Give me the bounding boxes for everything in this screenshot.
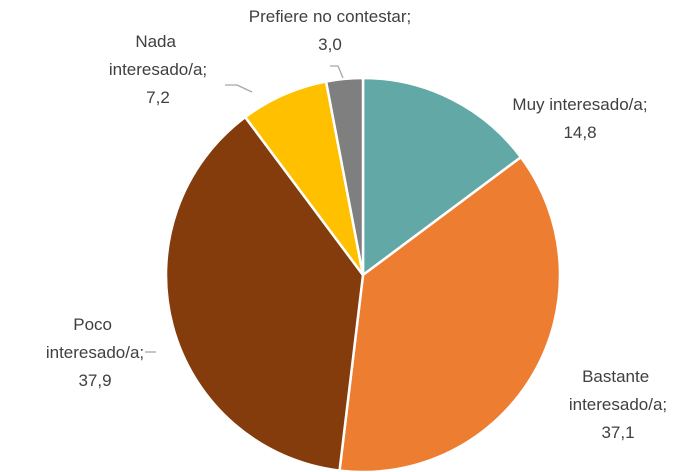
pie [164, 76, 562, 472]
data-label-value: 7,2 [146, 88, 170, 107]
slice [361, 76, 523, 278]
data-label-category: Nada interesado/a; [109, 32, 207, 79]
slice [324, 76, 365, 276]
data-label-value: 37,1 [601, 423, 634, 442]
slice [164, 115, 365, 472]
data-label-category: Muy interesado/a; [512, 95, 647, 114]
data-label-category: Bastante interesado/a; [569, 367, 667, 414]
data-label-value: 14,8 [563, 123, 596, 142]
data-label-category: Poco interesado/a; [46, 315, 144, 362]
leader-line [225, 84, 253, 93]
leader-line [330, 65, 344, 79]
data-label-category: Prefiere no contestar; [249, 7, 412, 26]
leader-lines [145, 65, 344, 353]
data-label-value: 3,0 [318, 35, 342, 54]
slice [338, 155, 562, 472]
data-label-value: 37,9 [78, 371, 111, 390]
